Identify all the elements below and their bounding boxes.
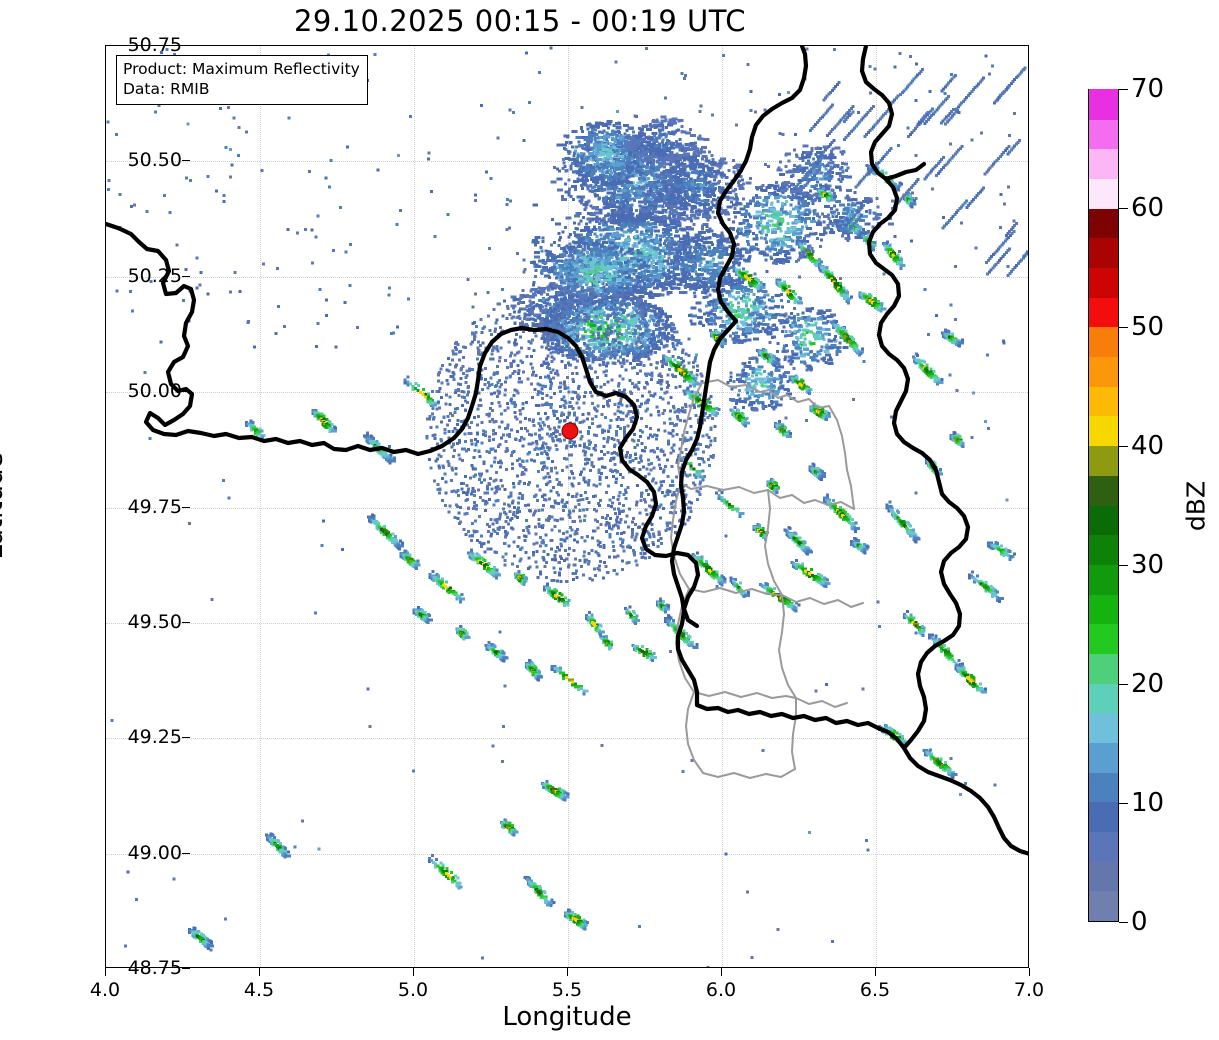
x-tick-label: 6.5 — [859, 979, 891, 1001]
colorbar-band — [1089, 89, 1118, 120]
colorbar-band — [1089, 623, 1118, 654]
x-tick-mark — [105, 968, 106, 976]
gridline-vertical — [260, 46, 261, 967]
colorbar-band — [1089, 207, 1118, 239]
gridline-vertical — [414, 46, 415, 967]
radar-map-plot[interactable]: Product: Maximum Reflectivity Data: RMIB — [105, 45, 1029, 968]
x-tick-mark — [259, 968, 260, 976]
canton-boundaries — [670, 379, 864, 779]
colorbar-band — [1089, 148, 1118, 180]
y-tick-label: 49.50 — [127, 610, 182, 633]
colorbar-tick-mark — [1119, 208, 1128, 209]
colorbar-band — [1089, 890, 1118, 921]
colorbar-band — [1089, 415, 1118, 447]
y-tick-mark — [182, 852, 190, 854]
info-box: Product: Maximum Reflectivity Data: RMIB — [116, 55, 368, 105]
colorbar-band — [1089, 326, 1118, 358]
colorbar-band — [1089, 652, 1118, 684]
y-tick-mark — [182, 45, 190, 46]
y-tick-label: 49.00 — [127, 841, 182, 864]
colorbar-band — [1089, 563, 1118, 595]
colorbar-tick-label: 70 — [1131, 74, 1165, 104]
colorbar[interactable] — [1088, 89, 1119, 922]
x-tick-mark — [875, 968, 876, 976]
x-tick-mark — [1029, 968, 1030, 976]
colorbar-band — [1089, 801, 1118, 832]
colorbar-band — [1089, 356, 1118, 387]
y-axis-title: Latitude — [0, 452, 9, 560]
colorbar-band — [1089, 267, 1118, 298]
colorbar-band — [1089, 474, 1118, 506]
info-product-line: Product: Maximum Reflectivity — [123, 60, 360, 78]
x-tick-label: 5.0 — [397, 979, 429, 1001]
y-tick-label: 50.75 — [127, 34, 182, 56]
colorbar-band — [1089, 385, 1118, 417]
border-overlay-layer — [106, 46, 1028, 856]
y-tick-label: 50.25 — [127, 264, 182, 287]
x-tick-label: 4.5 — [243, 979, 275, 1001]
x-axis-title: Longitude — [502, 1002, 632, 1032]
y-tick-mark — [182, 621, 190, 623]
colorbar-tick-label: 40 — [1131, 431, 1165, 461]
colorbar-tick-label: 50 — [1131, 312, 1165, 342]
gridline-vertical — [568, 46, 569, 967]
colorbar-band — [1089, 712, 1118, 743]
gridline-horizontal — [106, 161, 1028, 163]
colorbar-tick-mark — [1119, 89, 1128, 90]
gridline-vertical — [722, 46, 723, 967]
page-title: 29.10.2025 00:15 - 00:19 UTC — [293, 4, 747, 38]
info-data-line: Data: RMIB — [123, 80, 210, 99]
colorbar-tick-label: 30 — [1131, 550, 1165, 580]
x-tick-mark — [567, 968, 568, 976]
y-tick-mark — [182, 968, 190, 969]
colorbar-band — [1089, 237, 1118, 269]
colorbar-band — [1089, 741, 1118, 773]
y-tick-label: 49.25 — [127, 726, 182, 749]
national-borders — [106, 46, 1028, 856]
y-tick-mark — [182, 391, 190, 393]
colorbar-band — [1089, 445, 1118, 476]
colorbar-tick-mark — [1119, 684, 1128, 685]
colorbar-tick-mark — [1119, 327, 1128, 328]
x-tick-label: 7.0 — [1013, 979, 1045, 1001]
colorbar-tick-label: 60 — [1131, 193, 1165, 223]
colorbar-tick-label: 10 — [1131, 788, 1165, 818]
colorbar-tick-mark — [1119, 446, 1128, 447]
colorbar-band — [1089, 830, 1118, 862]
colorbar-tick-mark — [1119, 565, 1128, 566]
colorbar-band — [1089, 296, 1118, 328]
gridline-horizontal — [106, 622, 1028, 624]
y-tick-mark — [182, 506, 190, 508]
colorbar-band — [1089, 682, 1118, 714]
colorbar-band — [1089, 534, 1118, 565]
y-tick-label: 49.75 — [127, 495, 182, 518]
colorbar-tick-label: 20 — [1131, 669, 1165, 699]
gridline-vertical — [876, 46, 877, 967]
colorbar-title: dBZ — [1181, 480, 1211, 532]
colorbar-band — [1089, 178, 1118, 209]
y-tick-mark — [182, 275, 190, 277]
radar-site-marker[interactable] — [561, 422, 579, 440]
x-tick-mark — [721, 968, 722, 976]
y-tick-mark — [182, 160, 190, 162]
colorbar-tick-mark — [1119, 922, 1128, 923]
x-tick-label: 4.0 — [89, 979, 121, 1001]
x-tick-mark — [413, 968, 414, 976]
colorbar-band — [1089, 860, 1118, 892]
colorbar-band — [1089, 593, 1118, 625]
y-tick-label: 50.00 — [127, 380, 182, 403]
x-tick-label: 6.0 — [705, 979, 737, 1001]
y-tick-label: 48.75 — [127, 957, 182, 979]
colorbar-tick-mark — [1119, 803, 1128, 804]
colorbar-band — [1089, 771, 1118, 803]
colorbar-tick-label: 0 — [1131, 907, 1148, 937]
colorbar-band — [1089, 504, 1118, 536]
x-tick-label: 5.5 — [551, 979, 583, 1001]
gridline-horizontal — [106, 392, 1028, 394]
gridline-horizontal — [106, 738, 1028, 740]
colorbar-band — [1089, 118, 1118, 150]
y-tick-mark — [182, 737, 190, 739]
gridline-horizontal — [106, 853, 1028, 855]
y-tick-label: 50.50 — [127, 149, 182, 172]
